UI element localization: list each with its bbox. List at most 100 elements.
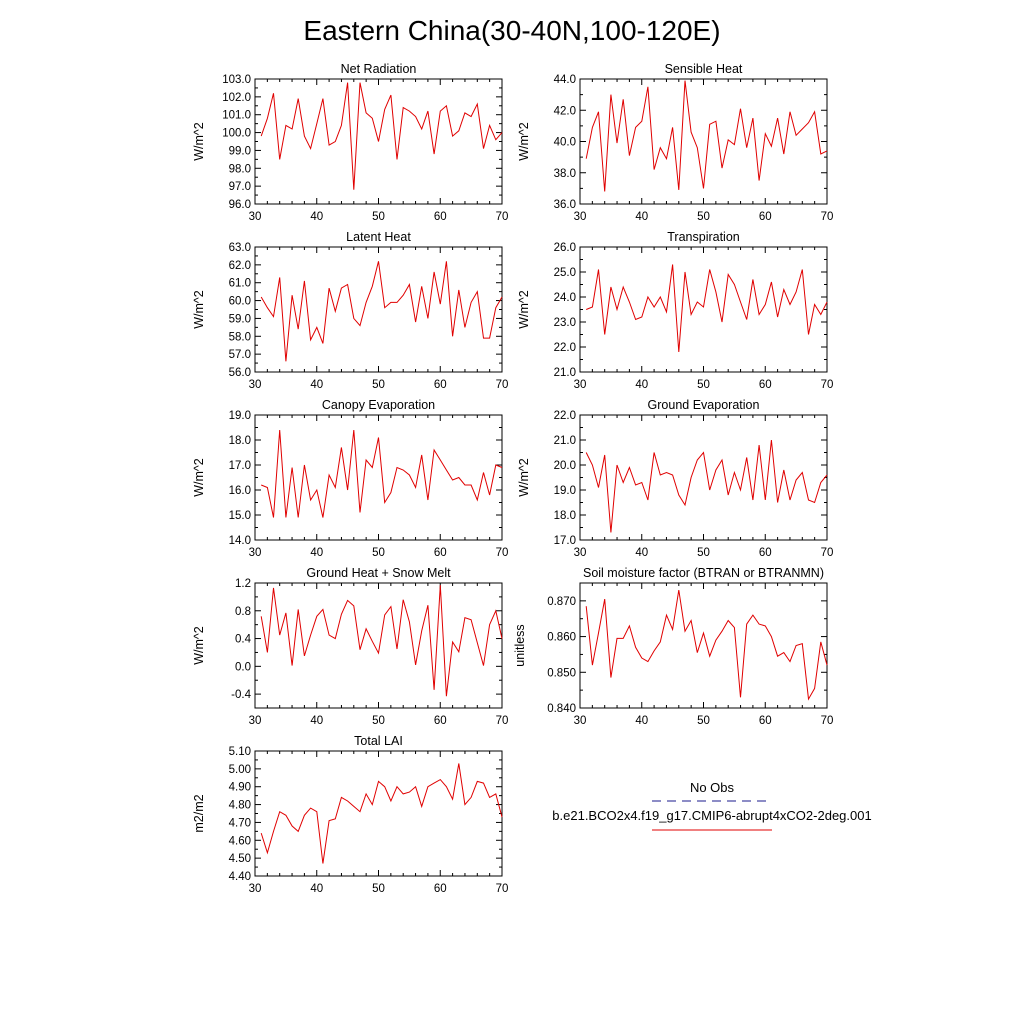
y-tick-label: 100.0 — [222, 128, 251, 140]
y-tick-label: 19.0 — [229, 410, 251, 422]
x-tick-label: 40 — [635, 715, 648, 727]
y-tick-label: 4.80 — [229, 800, 251, 812]
y-tick-label: 4.60 — [229, 835, 251, 847]
panel-grid: Net Radiation 30 40 50 60 70 96.0 97.0 98.0 99.0 1… — [192, 62, 833, 895]
y-tick-label: 99.0 — [229, 145, 251, 157]
y-tick-label: 57.0 — [229, 349, 251, 361]
x-tick-label: 40 — [310, 547, 323, 559]
series-line-1 — [260, 261, 503, 362]
x-tick-label: 50 — [372, 883, 385, 895]
chart-panel-8: Soil moisture factor (BTRAN or BTRANMN) 3… — [513, 566, 833, 727]
y-tick-label: 60.0 — [229, 296, 251, 308]
y-axis-label: m2/m2 — [192, 794, 206, 832]
y-tick-label: 63.0 — [229, 242, 251, 254]
y-tick-label: 40.0 — [554, 137, 576, 149]
panel-title: Transpiration — [667, 230, 740, 244]
series-line-1 — [260, 82, 503, 190]
x-tick-label: 30 — [249, 547, 262, 559]
y-tick-label: 102.0 — [222, 92, 251, 104]
x-tick-label: 40 — [635, 379, 648, 391]
x-tick-label: 40 — [310, 883, 323, 895]
y-tick-label: 0.8 — [235, 606, 251, 618]
y-tick-label: 0.870 — [547, 596, 576, 608]
series-line-1 — [585, 439, 828, 533]
chart-panel-2: Sensible Heat 30 40 50 60 70 36.0 38.0 40.0 42.0 4… — [517, 62, 833, 223]
x-tick-label: 50 — [697, 547, 710, 559]
x-tick-label: 30 — [574, 715, 587, 727]
y-tick-label: 24.0 — [554, 292, 576, 304]
y-tick-label: 97.0 — [229, 181, 251, 193]
y-tick-label: 59.0 — [229, 313, 251, 325]
y-tick-label: 26.0 — [554, 242, 576, 254]
series-line-1 — [585, 80, 828, 192]
y-tick-label: 4.70 — [229, 817, 251, 829]
chart-panel-6: Ground Evaporation 30 40 50 60 70 17.0 18.0 19.0… — [517, 398, 833, 559]
x-tick-label: 60 — [759, 379, 772, 391]
x-tick-label: 40 — [635, 547, 648, 559]
y-tick-label: 15.0 — [229, 510, 251, 522]
panel-title: Sensible Heat — [665, 62, 743, 76]
x-tick-label: 30 — [249, 715, 262, 727]
y-tick-label: 25.0 — [554, 267, 576, 279]
y-tick-label: 4.50 — [229, 853, 251, 865]
x-tick-label: 30 — [249, 883, 262, 895]
chart-panel-5: Canopy Evaporation 30 40 50 60 70 14.0 15.0 16.0… — [192, 398, 508, 559]
x-tick-label: 50 — [372, 715, 385, 727]
y-tick-label: 23.0 — [554, 317, 576, 329]
y-tick-label: 0.0 — [235, 661, 251, 673]
x-tick-label: 30 — [574, 379, 587, 391]
legend-label-model: b.e21.BCO2x4.f19_g17.CMIP6-abrupt4xCO2-2… — [552, 808, 871, 823]
figure-title: Eastern China(30-40N,100-120E) — [303, 15, 720, 46]
panel-title: Latent Heat — [346, 230, 411, 244]
x-tick-label: 30 — [249, 211, 262, 223]
y-axis-label: W/m^2 — [192, 122, 206, 161]
y-tick-label: 36.0 — [554, 199, 576, 211]
y-tick-label: 96.0 — [229, 199, 251, 211]
y-tick-label: 16.0 — [229, 485, 251, 497]
y-tick-label: 22.0 — [554, 410, 576, 422]
y-tick-label: 4.40 — [229, 871, 251, 883]
panel-title: Ground Evaporation — [648, 398, 760, 412]
panel-title: Net Radiation — [341, 62, 417, 76]
series-line-1 — [260, 763, 503, 864]
x-tick-label: 40 — [635, 211, 648, 223]
chart-panel-3: Latent Heat 30 40 50 60 70 56.0 57.0 58.0 59.0 60.… — [192, 230, 508, 391]
x-tick-label: 60 — [759, 547, 772, 559]
y-tick-label: 5.10 — [229, 746, 251, 758]
x-tick-label: 70 — [496, 715, 509, 727]
y-tick-label: 61.0 — [229, 278, 251, 290]
y-axis-label: W/m^2 — [517, 290, 531, 329]
y-tick-label: 103.0 — [222, 74, 251, 86]
panel-title: Total LAI — [354, 734, 403, 748]
x-tick-label: 70 — [496, 211, 509, 223]
series-line-1 — [586, 264, 828, 353]
y-tick-label: 22.0 — [554, 342, 576, 354]
x-tick-label: 30 — [574, 211, 587, 223]
x-tick-label: 70 — [821, 547, 834, 559]
x-tick-label: 50 — [372, 211, 385, 223]
y-tick-label: 0.850 — [547, 667, 576, 679]
x-tick-label: 60 — [759, 211, 772, 223]
legend: No Obs b.e21.BCO2x4.f19_g17.CMIP6-abrupt… — [552, 780, 872, 831]
x-tick-label: 40 — [310, 211, 323, 223]
y-tick-label: 19.0 — [554, 485, 576, 497]
y-tick-label: 17.0 — [554, 535, 576, 547]
y-tick-label: 0.840 — [547, 703, 576, 715]
panel-title: Soil moisture factor (BTRAN or BTRANMN) — [583, 566, 824, 580]
x-tick-label: 50 — [372, 547, 385, 559]
y-axis-label: W/m^2 — [517, 458, 531, 497]
x-tick-label: 70 — [821, 211, 834, 223]
x-tick-label: 70 — [821, 379, 834, 391]
series-line-1 — [585, 590, 828, 701]
y-tick-label: 21.0 — [554, 367, 576, 379]
series-line-1 — [260, 585, 503, 697]
y-tick-label: 18.0 — [229, 435, 251, 447]
x-tick-label: 50 — [697, 379, 710, 391]
y-axis-label: W/m^2 — [192, 626, 206, 665]
y-tick-label: 44.0 — [554, 74, 576, 86]
y-tick-label: 17.0 — [229, 460, 251, 472]
x-tick-label: 60 — [759, 715, 772, 727]
x-tick-label: 70 — [496, 379, 509, 391]
